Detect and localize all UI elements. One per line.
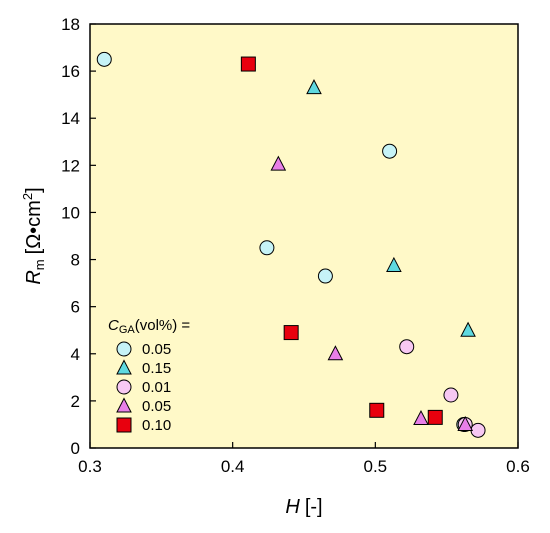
- data-point-series-4-square: [427, 409, 443, 425]
- legend-label-0: 0.05: [142, 341, 171, 358]
- data-point-series-3-triangle: [270, 155, 287, 171]
- legend-marker-1: [116, 359, 132, 375]
- data-point-series-0-circle: [382, 143, 398, 159]
- y-tick-label: 8: [71, 251, 80, 270]
- legend: CGA(vol%) = 0.05 0.15 0.01 0.05 0.10: [108, 317, 190, 434]
- data-point-series-1-triangle: [460, 321, 476, 337]
- y-tick-label: 12: [61, 156, 80, 175]
- y-axis-label: Rm[Ω•cm2]: [20, 187, 47, 284]
- x-tick-label: 0.5: [364, 457, 388, 476]
- data-point-series-2-circle: [399, 339, 415, 355]
- data-point-series-0-circle: [96, 51, 112, 67]
- data-point-series-2-circle: [443, 387, 459, 403]
- y-tick-label: 18: [61, 15, 80, 34]
- data-point-series-0-circle: [317, 268, 333, 284]
- data-point-series-1-triangle: [386, 256, 402, 272]
- legend-marker-2: [116, 379, 132, 395]
- y-tick-label: 10: [61, 203, 80, 222]
- data-point-series-0-circle: [259, 240, 275, 256]
- x-tick-label: 0.4: [221, 457, 245, 476]
- legend-title: CGA(vol%) =: [108, 317, 190, 336]
- data-point-series-1-triangle: [306, 79, 322, 95]
- y-tick-label: 2: [71, 392, 80, 411]
- data-point-series-3-triangle: [413, 409, 429, 426]
- legend-label-3: 0.05: [142, 398, 171, 415]
- y-tick-label: 0: [71, 439, 80, 458]
- legend-marker-0: [116, 341, 132, 357]
- data-point-series-3-triangle: [327, 345, 344, 361]
- legend-label-1: 0.15: [142, 360, 171, 377]
- legend-label-2: 0.01: [142, 379, 171, 396]
- data-point-series-4-square: [369, 402, 385, 418]
- x-axis-label: H [-]: [285, 496, 322, 518]
- y-tick-label: 16: [61, 62, 80, 81]
- legend-marker-3: [116, 397, 132, 413]
- legend-label-4: 0.10: [142, 417, 171, 434]
- legend-marker-4: [116, 417, 132, 433]
- x-tick-label: 0.3: [78, 457, 102, 476]
- data-point-series-2-circle: [470, 422, 486, 438]
- y-tick-label: 14: [61, 109, 80, 128]
- y-tick-label: 6: [71, 298, 80, 317]
- data-point-series-3-triangle: [457, 415, 474, 431]
- data-point-series-4-square: [240, 56, 256, 72]
- data-points: [96, 51, 486, 438]
- data-point-series-4-square: [283, 325, 299, 341]
- axis-ticks: 0.3 0.4 0.5 0.6 0 2 4 6 8 10 12 14 16 18: [61, 15, 530, 476]
- x-tick-label: 0.6: [506, 457, 530, 476]
- plot-area: [89, 23, 519, 449]
- legend-items: 0.05 0.15 0.01 0.05 0.10: [116, 341, 171, 434]
- y-tick-label: 4: [71, 345, 80, 364]
